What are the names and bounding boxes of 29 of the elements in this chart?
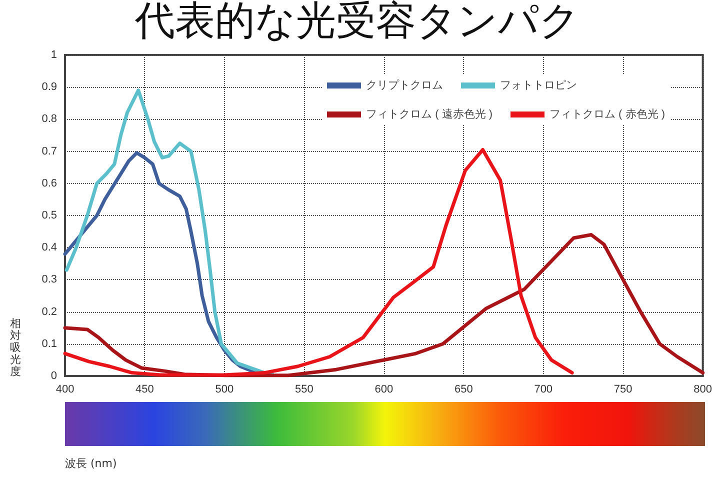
y-tick-label: 0.6 <box>42 177 57 190</box>
y-tick-label: 0.4 <box>42 242 57 254</box>
y-tick-label: 0.1 <box>42 338 57 350</box>
y-tick-label: 0.5 <box>42 210 57 222</box>
y-tick-label: 0.9 <box>42 81 57 94</box>
legend-label: フォトトロピン <box>500 80 578 92</box>
x-tick-label: 800 <box>694 384 712 396</box>
y-tick-label: 0.2 <box>42 306 57 318</box>
x-tick-label: 700 <box>534 384 553 396</box>
x-tick-label: 400 <box>56 384 74 396</box>
y-tick-label: 0 <box>50 370 57 382</box>
x-tick-label: 450 <box>136 384 154 396</box>
x-tick-label: 650 <box>454 384 473 396</box>
x-tick-label: 600 <box>374 384 394 396</box>
legend-label: フィトクロム ( 赤色光 ) <box>550 108 666 120</box>
line-series <box>63 148 574 377</box>
y-tick-label: 0.7 <box>42 145 57 158</box>
legend-label: フィトクロム ( 遠赤色光 ) <box>366 108 493 120</box>
chart-title: 代表的な光受容タンパク <box>134 0 580 44</box>
x-tick-label: 500 <box>215 384 234 396</box>
x-tick-label: 750 <box>614 384 632 396</box>
legend-label: クリプトクロム <box>366 78 444 92</box>
x-tick-label: 550 <box>295 384 314 396</box>
y-tick-label: 0.8 <box>42 113 57 126</box>
y-tick-label: 1 <box>50 49 57 61</box>
y-tick-label: 0.3 <box>42 274 57 286</box>
text: 波長 (nm) <box>65 456 117 471</box>
line-series <box>64 88 274 376</box>
y-axis-title: 相対吸光度 <box>10 317 22 378</box>
